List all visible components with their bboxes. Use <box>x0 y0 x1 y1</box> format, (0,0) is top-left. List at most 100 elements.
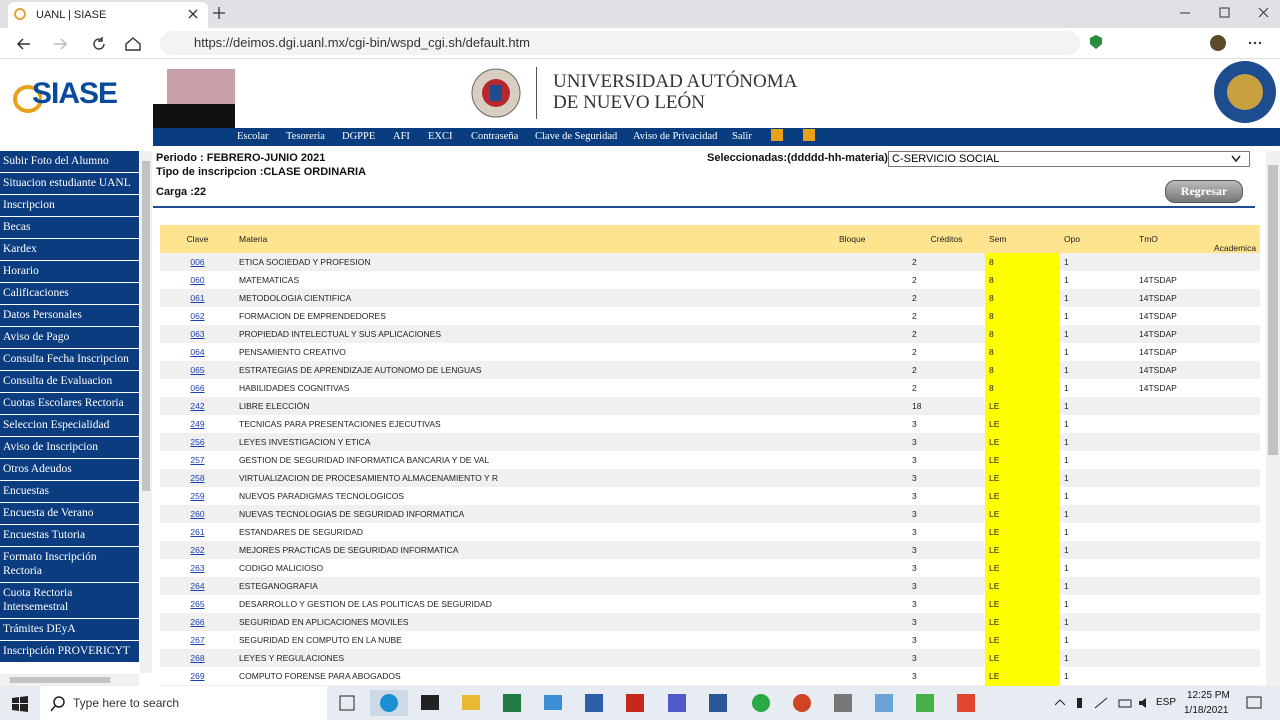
clave-link[interactable]: 263 <box>190 563 205 573</box>
nav-item[interactable]: Tesoreria <box>286 131 325 142</box>
clave-link[interactable]: 006 <box>190 257 205 267</box>
site-header: SIASE UNIVERSIDAD AUTÓNOMA DE NUEVO LEÓN <box>0 59 1280 129</box>
browser-tab[interactable]: UANL | SIASE <box>8 2 208 28</box>
nav-buttons[interactable] <box>16 36 156 52</box>
nav-item[interactable]: Contraseña <box>471 131 519 142</box>
sidebar-item[interactable]: Seleccion Especialidad <box>0 415 139 437</box>
clave-link[interactable]: 062 <box>190 311 205 321</box>
sidebar-item[interactable]: Aviso de Inscripcion <box>0 437 139 459</box>
sidebar-item[interactable]: Formato Inscripción Rectoria <box>0 547 139 583</box>
sidebar-item[interactable]: Becas <box>0 217 139 239</box>
clave-link[interactable]: 258 <box>190 473 205 483</box>
page-scroll-thumb[interactable] <box>1268 165 1278 455</box>
academica-cell <box>1210 649 1260 667</box>
regresar-button[interactable]: Regresar <box>1165 180 1243 203</box>
sidebar-item[interactable]: Calificaciones <box>0 283 139 305</box>
tray-icons[interactable] <box>1055 696 1150 710</box>
clave-link[interactable]: 249 <box>190 419 205 429</box>
clave-link[interactable]: 265 <box>190 599 205 609</box>
materia-cell: COMPUTO FORENSE PARA ABOGADOS <box>239 671 401 681</box>
clave-cell: 061 <box>160 289 235 307</box>
clave-link[interactable]: 262 <box>190 545 205 555</box>
sidebar-item[interactable]: Encuesta de Verano <box>0 503 139 525</box>
clave-cell: 256 <box>160 433 235 451</box>
selection-dropdown[interactable]: C-SERVICIO SOCIAL <box>888 151 1250 167</box>
materia-cell: VIRTUALIZACION DE PROCESAMIENTO ALMACENA… <box>235 469 835 487</box>
clock-date[interactable]: 1/18/2021 <box>1184 705 1229 716</box>
table-row: 263 CODIGO MALICIOSO 3 LE 1 <box>160 559 1260 577</box>
opo-cell: 1 <box>1064 347 1069 357</box>
nav-item[interactable]: Salir <box>732 131 752 142</box>
table-header: Clave Materia Bloque Créditos Sem Opo TmO Acade… <box>160 225 1260 253</box>
clave-cell: 063 <box>160 325 235 343</box>
sidebar-item[interactable]: Situacion estudiante UANL <box>0 173 139 195</box>
language[interactable]: ESP <box>1156 697 1177 708</box>
nav-item[interactable]: EXCI <box>428 131 453 142</box>
academica-cell <box>1210 541 1260 559</box>
sidebar-item[interactable]: Consulta de Evaluacion <box>0 371 139 393</box>
sidebar-item[interactable]: Cuota Rectoria Intersemestral <box>0 583 139 619</box>
table-row: 269 COMPUTO FORENSE PARA ABOGADOS 3 LE 1 <box>160 667 1260 685</box>
start-button[interactable] <box>12 696 28 712</box>
sidebar-item[interactable]: Inscripcion <box>0 195 139 217</box>
sidebar-item[interactable]: Aviso de Pago <box>0 327 139 349</box>
siase-logo[interactable]: SIASE <box>32 77 118 110</box>
clave-link[interactable]: 264 <box>190 581 205 591</box>
new-tab[interactable] <box>213 7 225 19</box>
taskbar-search[interactable]: Type here to search <box>40 686 327 720</box>
sem-cell: LE <box>985 487 1060 505</box>
clave-link[interactable]: 269 <box>190 671 205 681</box>
clave-link[interactable]: 060 <box>190 275 205 285</box>
bloque-cell <box>835 343 908 361</box>
sidebar-item[interactable]: Trámites DEyA <box>0 619 139 641</box>
clave-link[interactable]: 259 <box>190 491 205 501</box>
table-row: 262 MEJORES PRACTICAS DE SEGURIDAD INFORM… <box>160 541 1260 559</box>
clave-link[interactable]: 257 <box>190 455 205 465</box>
sidebar-item[interactable]: Consulta Fecha Inscripcion <box>0 349 139 371</box>
opo-cell: 1 <box>1064 599 1069 609</box>
notifications[interactable] <box>1246 695 1262 711</box>
academica-cell <box>1210 253 1260 271</box>
nav-item[interactable]: AFI <box>393 131 410 142</box>
tab-close[interactable] <box>188 9 198 19</box>
toolbar-icons[interactable] <box>1090 35 1270 51</box>
sidebar-hscrollbar[interactable] <box>0 674 139 686</box>
sidebar-item[interactable]: Encuestas <box>0 481 139 503</box>
sidebar-item[interactable]: Cuotas Escolares Rectoria <box>0 393 139 415</box>
clave-link[interactable]: 261 <box>190 527 205 537</box>
sidebar-item[interactable]: Horario <box>0 261 139 283</box>
bloque-cell <box>835 289 908 307</box>
clave-link[interactable]: 260 <box>190 509 205 519</box>
clave-link[interactable]: 266 <box>190 617 205 627</box>
nav-item[interactable]: Clave de Seguridad <box>535 131 618 142</box>
opo-cell: 1 <box>1064 383 1069 393</box>
sidebar-scrollbar[interactable] <box>140 151 152 673</box>
bloque-cell <box>835 523 908 541</box>
nav-item[interactable]: DGPPE <box>342 131 376 142</box>
clave-link[interactable]: 065 <box>190 365 205 375</box>
clave-link[interactable]: 064 <box>190 347 205 357</box>
nav-item[interactable]: Escolar <box>237 131 269 142</box>
nav-item[interactable]: Aviso de Privacidad <box>633 131 718 142</box>
clave-link[interactable]: 066 <box>190 383 205 393</box>
sidebar-item[interactable]: Kardex <box>0 239 139 261</box>
clave-link[interactable]: 268 <box>190 653 205 663</box>
taskbar-apps[interactable] <box>335 690 995 716</box>
sidebar-item[interactable]: Otros Adeudos <box>0 459 139 481</box>
clave-link[interactable]: 242 <box>190 401 205 411</box>
opo-cell: 1 <box>1060 685 1135 686</box>
clave-link[interactable]: 061 <box>190 293 205 303</box>
clave-cell: 267 <box>160 631 235 649</box>
clock-time[interactable]: 12:25 PM <box>1187 690 1230 701</box>
clave-link[interactable]: 267 <box>190 635 205 645</box>
sidebar-item[interactable]: Datos Personales <box>0 305 139 327</box>
sidebar-item[interactable]: Subir Foto del Alumno <box>0 151 139 173</box>
sidebar-item[interactable]: Inscripción PROVERICYT <box>0 641 139 663</box>
clave-link[interactable]: 256 <box>190 437 205 447</box>
window-controls[interactable] <box>1180 6 1270 20</box>
faculty-emblem <box>1214 61 1276 123</box>
sidebar-item[interactable]: Encuestas Tutoria <box>0 525 139 547</box>
clave-link[interactable]: 063 <box>190 329 205 339</box>
url-field[interactable]: https://deimos.dgi.uanl.mx/cgi-bin/wspd_… <box>160 31 1080 55</box>
academica-cell <box>1210 613 1260 631</box>
